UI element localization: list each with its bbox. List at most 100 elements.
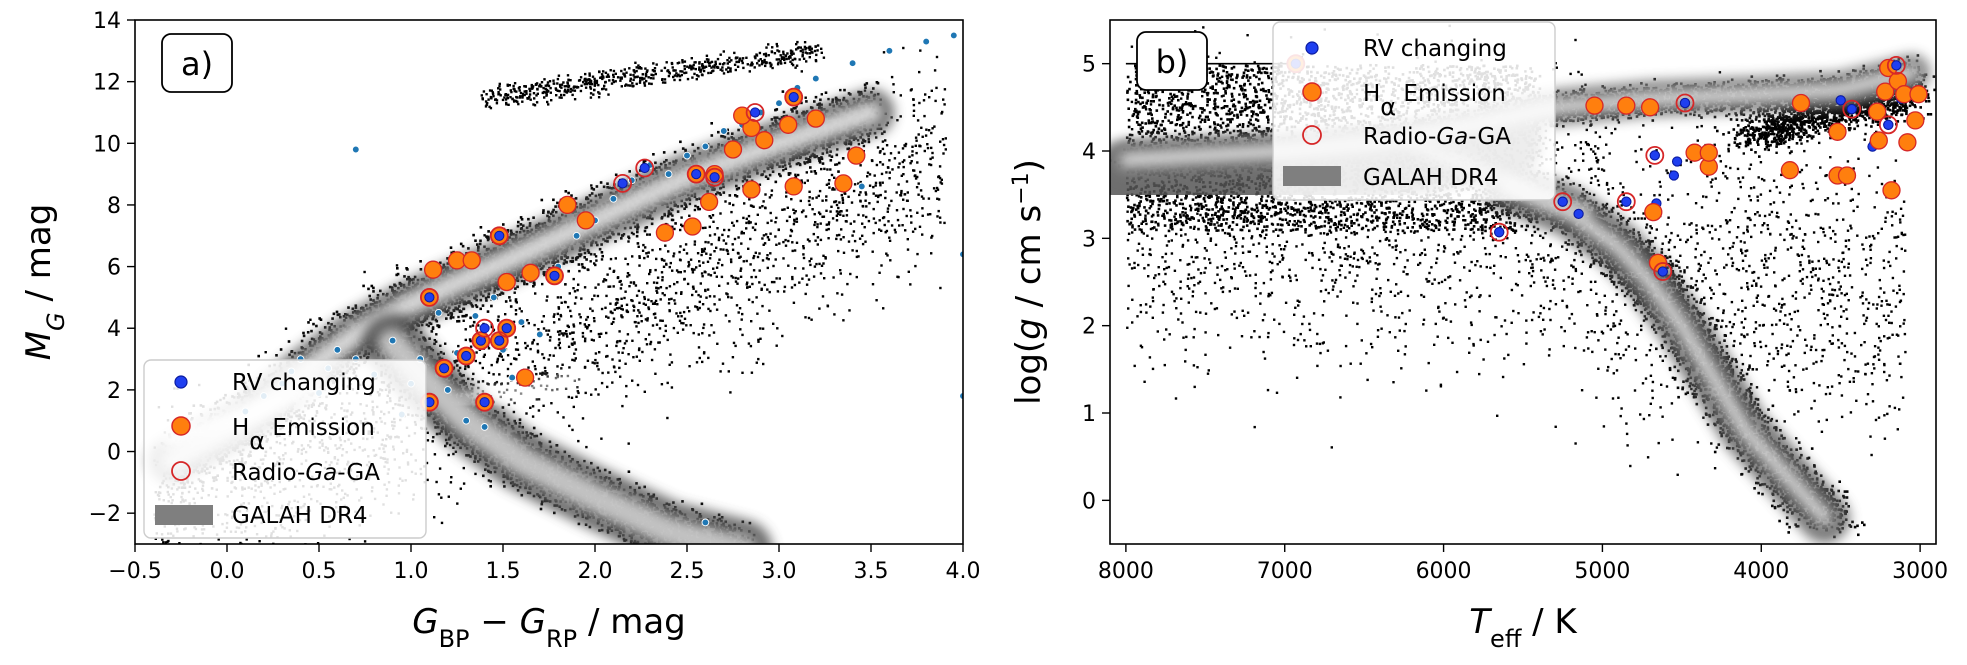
rv-changing-point xyxy=(664,170,673,178)
x-tick-label-a: −0.5 xyxy=(108,559,161,584)
y-tick-label-a: 2 xyxy=(107,379,121,404)
rv-changing-point xyxy=(443,386,452,394)
radio-ga-ga-core xyxy=(788,92,799,103)
legend-b-radio-marker xyxy=(1302,125,1322,145)
rv-changing-point xyxy=(480,423,489,431)
panel-a: −0.5 0.0 0.5 1.0 1.5 2.0 2.5 3.0 3.5 4.0 −2 0 2 4 6 8 10… xyxy=(19,9,981,653)
legend-a-galah-swatch xyxy=(155,505,213,525)
x-tick-label-a: 2.5 xyxy=(670,559,705,584)
radio-ga-ga-point xyxy=(1489,222,1509,242)
y-tick-label-a: 12 xyxy=(93,71,121,96)
rv-changing-point xyxy=(572,231,581,240)
radio-ga-ga-point xyxy=(475,392,495,412)
legend-b-galah-swatch xyxy=(1283,166,1341,186)
halpha-emission-point xyxy=(462,251,481,270)
radio-ga-ga-point xyxy=(745,103,765,122)
x-tick-label-a: 3.0 xyxy=(762,559,797,584)
y-tick-label-a: 8 xyxy=(107,194,121,219)
legend-a-rv-marker xyxy=(174,375,188,389)
y-axis-label-b: log(g / cm s−1) xyxy=(1009,159,1050,405)
legend-b-radio-label: Radio-Ga-GA xyxy=(1363,124,1511,150)
x-tick-label-b: 4000 xyxy=(1733,559,1789,584)
rv-changing-point xyxy=(811,74,820,83)
radio-ga-ga-core xyxy=(617,178,628,189)
radio-ga-ga-core xyxy=(750,107,761,118)
radio-ga-ga-core xyxy=(479,397,490,408)
halpha-emission-point xyxy=(847,146,866,165)
radio-ga-ga-point xyxy=(635,158,655,178)
rv-changing-point xyxy=(683,151,691,160)
radio-ga-ga-point xyxy=(613,173,632,193)
rv-changing-point xyxy=(775,99,783,108)
points-b xyxy=(1286,54,1928,281)
halpha-emission-point xyxy=(1617,96,1636,115)
rv-changing-point xyxy=(701,518,710,527)
halpha-emission-point xyxy=(1791,93,1811,113)
rv-changing-point xyxy=(848,59,857,68)
rv-changing-point xyxy=(351,145,360,154)
halpha-emission-point xyxy=(1882,181,1901,200)
rv-changing-point xyxy=(333,345,342,354)
halpha-emission-point xyxy=(755,131,774,150)
legend-a-radio-marker xyxy=(171,461,191,481)
galah-density-background-a xyxy=(148,40,947,544)
radio-ga-ga-point xyxy=(419,287,439,307)
y-tick-label-b: 1 xyxy=(1082,402,1096,427)
radio-ga-ga-core xyxy=(494,335,505,346)
halpha-emission-point xyxy=(1640,98,1660,117)
x-tick-label-a: 1.0 xyxy=(394,559,429,584)
y-tick-label-a: −2 xyxy=(89,502,121,527)
x-tick-label-a: 0.5 xyxy=(302,559,337,584)
x-tick-label-b: 3000 xyxy=(1892,559,1948,584)
y-tick-label-b: 2 xyxy=(1082,315,1096,340)
halpha-emission-point xyxy=(1837,166,1857,185)
legend-a-radio-label: Radio-Ga-GA xyxy=(232,460,380,486)
halpha-emission-point xyxy=(1585,96,1604,115)
legend-b-halpha-label: Hα Emission xyxy=(1363,81,1506,121)
halpha-emission-point xyxy=(558,195,577,215)
halpha-emission-point xyxy=(683,217,702,236)
rv-changing-point xyxy=(885,46,894,55)
rv-changing-point xyxy=(1835,95,1846,106)
rv-changing-point xyxy=(1573,208,1584,220)
panel-label-a: a) xyxy=(161,33,233,93)
x-tick-label-a: 2.0 xyxy=(578,559,613,584)
rv-changing-point xyxy=(719,127,728,135)
rv-changing-point xyxy=(489,293,498,302)
x-tick-label-a: 0.0 xyxy=(210,559,245,584)
radio-ga-ga-core xyxy=(1679,97,1691,109)
halpha-emission-point xyxy=(1906,111,1925,130)
x-tick-label-a: 1.5 xyxy=(486,559,521,584)
x-tick-label-b: 5000 xyxy=(1574,559,1630,584)
halpha-emission-point xyxy=(1869,131,1888,150)
y-tick-label-b: 4 xyxy=(1082,140,1096,165)
panel-label-b: b) xyxy=(1136,31,1208,91)
radio-ga-ga-core xyxy=(1649,150,1660,161)
rv-changing-point xyxy=(535,330,544,339)
ticks-a: −0.5 0.0 0.5 1.0 1.5 2.0 2.5 3.0 3.5 4.0 −2 0 2 4 6 8 10… xyxy=(89,9,981,584)
rv-changing-point xyxy=(609,194,618,203)
radio-ga-ga-core xyxy=(1557,196,1568,207)
radio-ga-ga-point xyxy=(434,358,454,378)
halpha-emission-point xyxy=(1909,85,1928,104)
radio-ga-ga-core xyxy=(501,323,512,334)
legend-a-halpha-label: Hα Emission xyxy=(232,415,375,455)
halpha-emission-point xyxy=(655,223,675,242)
rv-changing-point xyxy=(471,312,480,320)
radio-ga-ga-core xyxy=(479,323,490,334)
radio-ga-ga-core xyxy=(1891,60,1902,71)
radio-ga-ga-point xyxy=(1645,145,1665,165)
radio-ga-ga-point xyxy=(475,318,495,338)
radio-ga-ga-point xyxy=(489,226,509,246)
radio-ga-ga-point xyxy=(686,164,706,184)
x-tick-label-a: 3.5 xyxy=(854,559,889,584)
y-tick-label-a: 4 xyxy=(107,317,121,342)
y-tick-label-b: 3 xyxy=(1082,227,1096,252)
rv-changing-point xyxy=(857,182,866,191)
y-tick-label-b: 0 xyxy=(1082,489,1096,514)
radio-ga-ga-core xyxy=(1657,266,1668,277)
rv-changing-point xyxy=(462,416,471,425)
radio-ga-ga-core xyxy=(691,169,702,180)
radio-ga-ga-core xyxy=(549,270,560,281)
halpha-emission-point xyxy=(1644,202,1663,222)
